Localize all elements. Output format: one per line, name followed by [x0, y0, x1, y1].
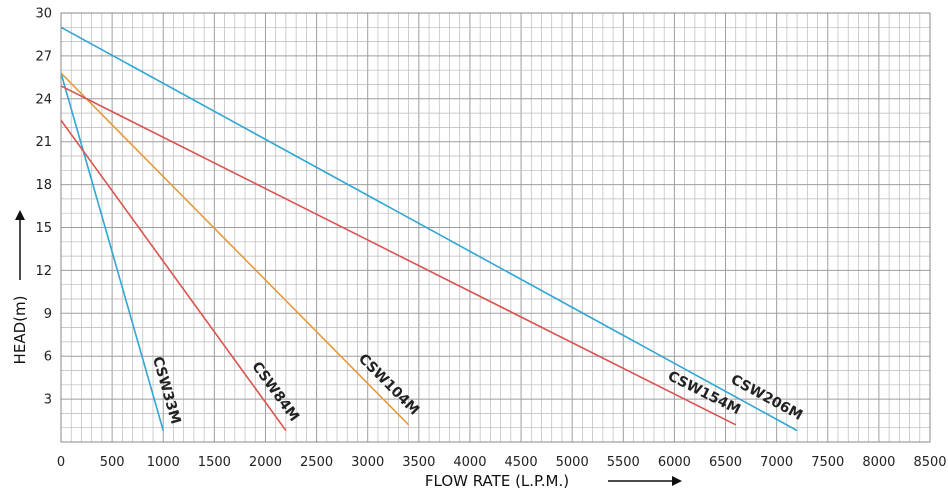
- x-axis-label: FLOW RATE (L.P.M.): [425, 472, 569, 490]
- grid: [60, 12, 931, 443]
- y-tick-label: 30: [35, 7, 52, 22]
- series-label-csw154m: CSW154M: [665, 368, 743, 418]
- x-tick-label: 2000: [249, 455, 282, 470]
- series-line-csw33m: [60, 72, 165, 431]
- x-tick-label: 3000: [351, 455, 384, 470]
- x-tick-label: 500: [100, 455, 125, 470]
- y-tick-label: 6: [44, 350, 52, 365]
- x-tick-label: 4000: [453, 455, 486, 470]
- tick-labels: 0 500 1000 1500 2000 2500 3000 3500 4000 4500 5000…: [35, 7, 946, 471]
- y-tick-label: 27: [35, 49, 52, 64]
- x-tick-label: 4500: [505, 455, 538, 470]
- series-line-csw104m: [60, 72, 410, 426]
- y-tick-label: 3: [44, 393, 52, 408]
- series-label-csw33m: CSW33M: [149, 355, 184, 426]
- series-lines: [60, 26, 798, 432]
- x-tick-label: 0: [57, 455, 65, 470]
- x-tick-label: 1500: [198, 455, 231, 470]
- x-tick-label: 2500: [300, 455, 333, 470]
- x-tick-label: 7500: [811, 455, 844, 470]
- x-tick-label: 8500: [913, 455, 946, 470]
- series-line-csw84m: [60, 119, 287, 432]
- series-line-csw154m: [60, 85, 737, 426]
- plot-frame: [60, 12, 931, 443]
- x-tick-label: 3500: [402, 455, 435, 470]
- x-tick-label: 5000: [556, 455, 589, 470]
- x-tick-label: 6000: [658, 455, 691, 470]
- x-tick-label: 6500: [709, 455, 742, 470]
- x-tick-label: 1000: [147, 455, 180, 470]
- y-tick-label: 24: [35, 92, 52, 107]
- x-tick-label: 7000: [760, 455, 793, 470]
- x-tick-label: 5500: [607, 455, 640, 470]
- y-axis-label: HEAD(m): [11, 296, 29, 365]
- y-tick-label: 9: [44, 307, 52, 322]
- y-tick-label: 12: [35, 264, 52, 279]
- y-tick-label: 18: [35, 178, 52, 193]
- y-tick-label: 15: [35, 221, 52, 236]
- x-tick-label: 8000: [862, 455, 895, 470]
- y-tick-label: 21: [35, 135, 52, 150]
- series-line-csw206m: [60, 26, 798, 432]
- x-axis-arrow: [608, 476, 682, 486]
- y-axis-arrow: [15, 210, 25, 280]
